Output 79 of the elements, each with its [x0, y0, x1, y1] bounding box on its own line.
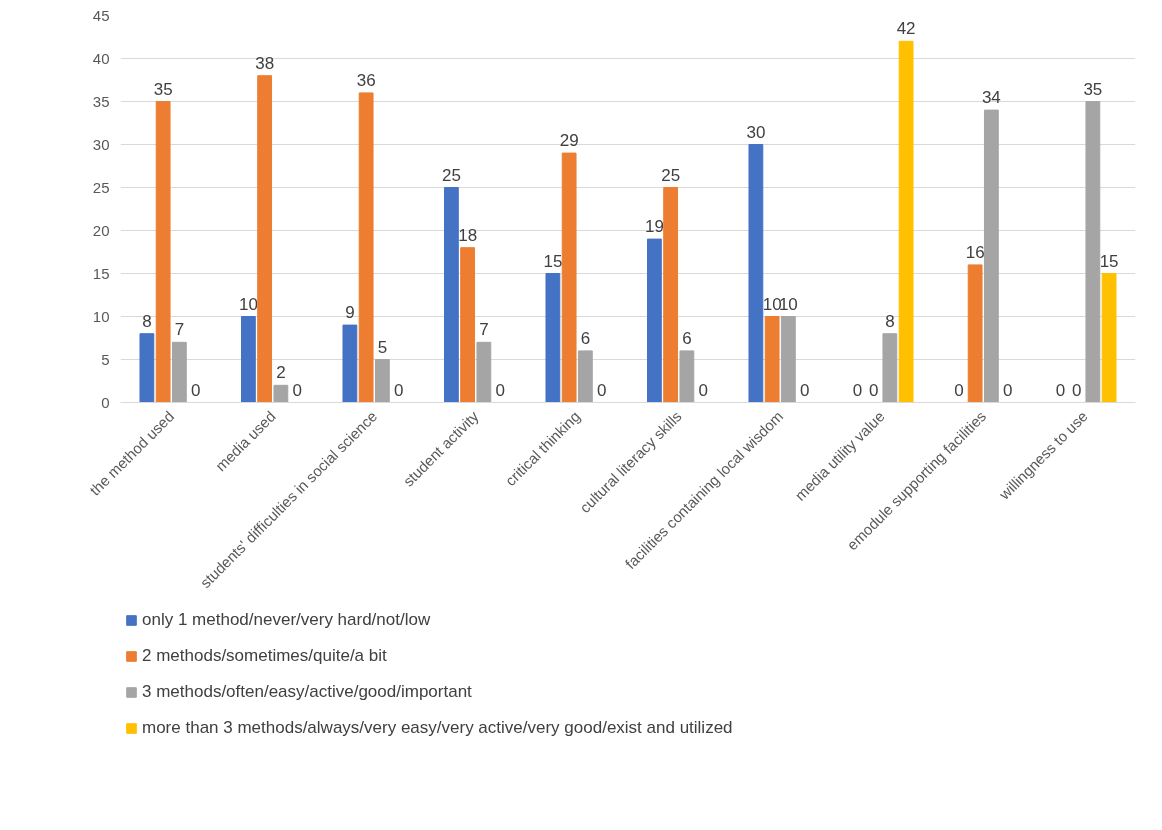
bar: [663, 187, 679, 403]
bar: [646, 238, 662, 403]
y-tick-label: 25: [92, 178, 110, 196]
data-label: 5: [377, 337, 388, 357]
data-label: 35: [1083, 79, 1103, 99]
bar: [577, 350, 593, 403]
data-label: 25: [661, 165, 681, 185]
bar: [1101, 273, 1117, 403]
bar: [983, 109, 999, 403]
data-label: 2: [276, 363, 286, 383]
y-tick-label: 10: [92, 307, 110, 325]
data-label: 0: [292, 380, 302, 400]
bar: [748, 144, 764, 403]
data-label: 7: [174, 320, 185, 340]
data-label: 34: [981, 88, 1001, 108]
data-label: 0: [1002, 380, 1013, 400]
bar: [443, 187, 459, 403]
data-label: 10: [762, 294, 782, 314]
bar: [342, 324, 358, 403]
legend-label: 2 methods/sometimes/quite/a bit: [142, 646, 387, 666]
bar: [155, 101, 171, 403]
bar: [967, 264, 983, 403]
data-label: 0: [852, 380, 863, 400]
data-label: 0: [1055, 380, 1066, 400]
data-label: 25: [441, 165, 461, 185]
bar: [1085, 101, 1101, 403]
y-tick-label: 15: [92, 264, 110, 282]
data-label: 30: [746, 122, 766, 142]
legend-label: 3 methods/often/easy/active/good/important: [142, 682, 472, 702]
bar: [273, 384, 289, 403]
data-label: 15: [1099, 251, 1119, 271]
data-label: 18: [458, 225, 478, 245]
y-tick-label: 40: [92, 49, 110, 67]
data-label: 19: [644, 217, 664, 237]
bar: [460, 247, 476, 403]
bar: [882, 333, 898, 403]
bar: [898, 40, 914, 403]
data-label: 0: [190, 380, 201, 400]
data-label: 6: [682, 328, 692, 348]
bar: [257, 75, 273, 403]
bar: [780, 316, 796, 403]
data-label: 9: [345, 303, 355, 323]
bar: [139, 333, 155, 403]
bar: [476, 341, 492, 403]
y-tick-label: 30: [92, 135, 110, 153]
bar: [240, 316, 256, 403]
data-label: 16: [965, 242, 985, 262]
data-label: 15: [543, 251, 563, 271]
data-label: 38: [255, 53, 275, 73]
data-label: 0: [868, 380, 879, 400]
bar: [358, 92, 374, 403]
bar: [171, 341, 187, 403]
data-label: 0: [495, 380, 505, 400]
bar: [374, 359, 390, 403]
bar: [545, 273, 561, 403]
y-tick-label: 45: [92, 6, 110, 24]
legend-label: more than 3 methods/always/very easy/very active/very good/exist and utilized: [142, 718, 733, 738]
bar: [561, 152, 577, 403]
data-label: 0: [596, 380, 607, 400]
data-label: 8: [142, 311, 152, 331]
data-label: 35: [153, 79, 173, 99]
data-label: 42: [896, 19, 916, 39]
data-label: 0: [1071, 380, 1082, 400]
legend-label: only 1 method/never/very hard/not/low: [142, 610, 431, 630]
y-tick-label: 0: [101, 393, 110, 411]
bar: [679, 350, 695, 403]
data-label: 6: [580, 328, 591, 348]
data-label: 0: [799, 380, 810, 400]
y-tick-label: 35: [92, 92, 110, 110]
data-label: 36: [356, 70, 376, 90]
data-label: 0: [698, 380, 708, 400]
data-label: 0: [393, 380, 404, 400]
data-label: 0: [954, 380, 964, 400]
data-label: 8: [885, 311, 895, 331]
data-label: 7: [479, 320, 489, 340]
y-tick-label: 20: [92, 221, 110, 239]
bar: [764, 316, 780, 403]
y-tick-label: 5: [101, 350, 110, 368]
data-label: 29: [559, 131, 579, 151]
